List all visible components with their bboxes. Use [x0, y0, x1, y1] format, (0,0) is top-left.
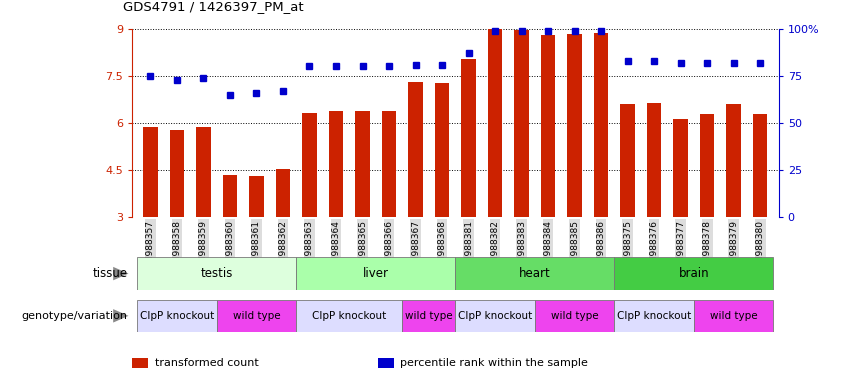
Bar [249, 175, 264, 217]
Text: genotype/variation: genotype/variation [21, 311, 128, 321]
Bar [455, 300, 534, 332]
Text: brain: brain [678, 267, 709, 280]
Bar [620, 104, 635, 217]
Bar [673, 119, 688, 217]
Text: heart: heart [519, 267, 551, 280]
Text: tissue: tissue [93, 267, 128, 280]
Bar [455, 257, 614, 290]
Text: ClpP knockout: ClpP knockout [617, 311, 691, 321]
Bar [296, 257, 455, 290]
Text: transformed count: transformed count [155, 358, 259, 368]
Bar [694, 300, 774, 332]
Bar [514, 30, 528, 217]
Bar [197, 127, 211, 217]
Text: GDS4791 / 1426397_PM_at: GDS4791 / 1426397_PM_at [123, 0, 304, 13]
Bar [137, 257, 296, 290]
Bar [169, 130, 185, 217]
Polygon shape [113, 267, 129, 280]
Text: testis: testis [201, 267, 233, 280]
Bar [223, 175, 237, 217]
Bar [382, 111, 397, 217]
Bar [488, 29, 502, 217]
Bar [540, 35, 556, 217]
Text: wild type: wild type [232, 311, 280, 321]
Text: percentile rank within the sample: percentile rank within the sample [400, 358, 588, 368]
Text: ClpP knockout: ClpP knockout [312, 311, 386, 321]
Bar [408, 82, 423, 217]
Bar [378, 358, 394, 368]
Bar [296, 300, 403, 332]
Bar [594, 33, 608, 217]
Bar [435, 83, 449, 217]
Text: wild type: wild type [405, 311, 453, 321]
Bar [534, 300, 614, 332]
Text: ClpP knockout: ClpP knockout [140, 311, 214, 321]
Bar [568, 33, 582, 217]
Bar [753, 114, 768, 217]
Bar [217, 300, 296, 332]
Bar [132, 358, 148, 368]
Bar [276, 169, 290, 217]
Bar [614, 257, 774, 290]
Text: ClpP knockout: ClpP knockout [458, 311, 532, 321]
Bar [647, 103, 661, 217]
Bar [328, 111, 343, 217]
Bar [137, 300, 217, 332]
Text: liver: liver [363, 267, 389, 280]
Polygon shape [113, 309, 129, 323]
Text: wild type: wild type [551, 311, 598, 321]
Bar [461, 59, 476, 217]
Bar [700, 114, 714, 217]
Bar [726, 104, 741, 217]
Bar [614, 300, 694, 332]
Text: wild type: wild type [710, 311, 757, 321]
Bar [355, 111, 370, 217]
Bar [403, 300, 455, 332]
Bar [302, 114, 317, 217]
Bar [143, 127, 157, 217]
